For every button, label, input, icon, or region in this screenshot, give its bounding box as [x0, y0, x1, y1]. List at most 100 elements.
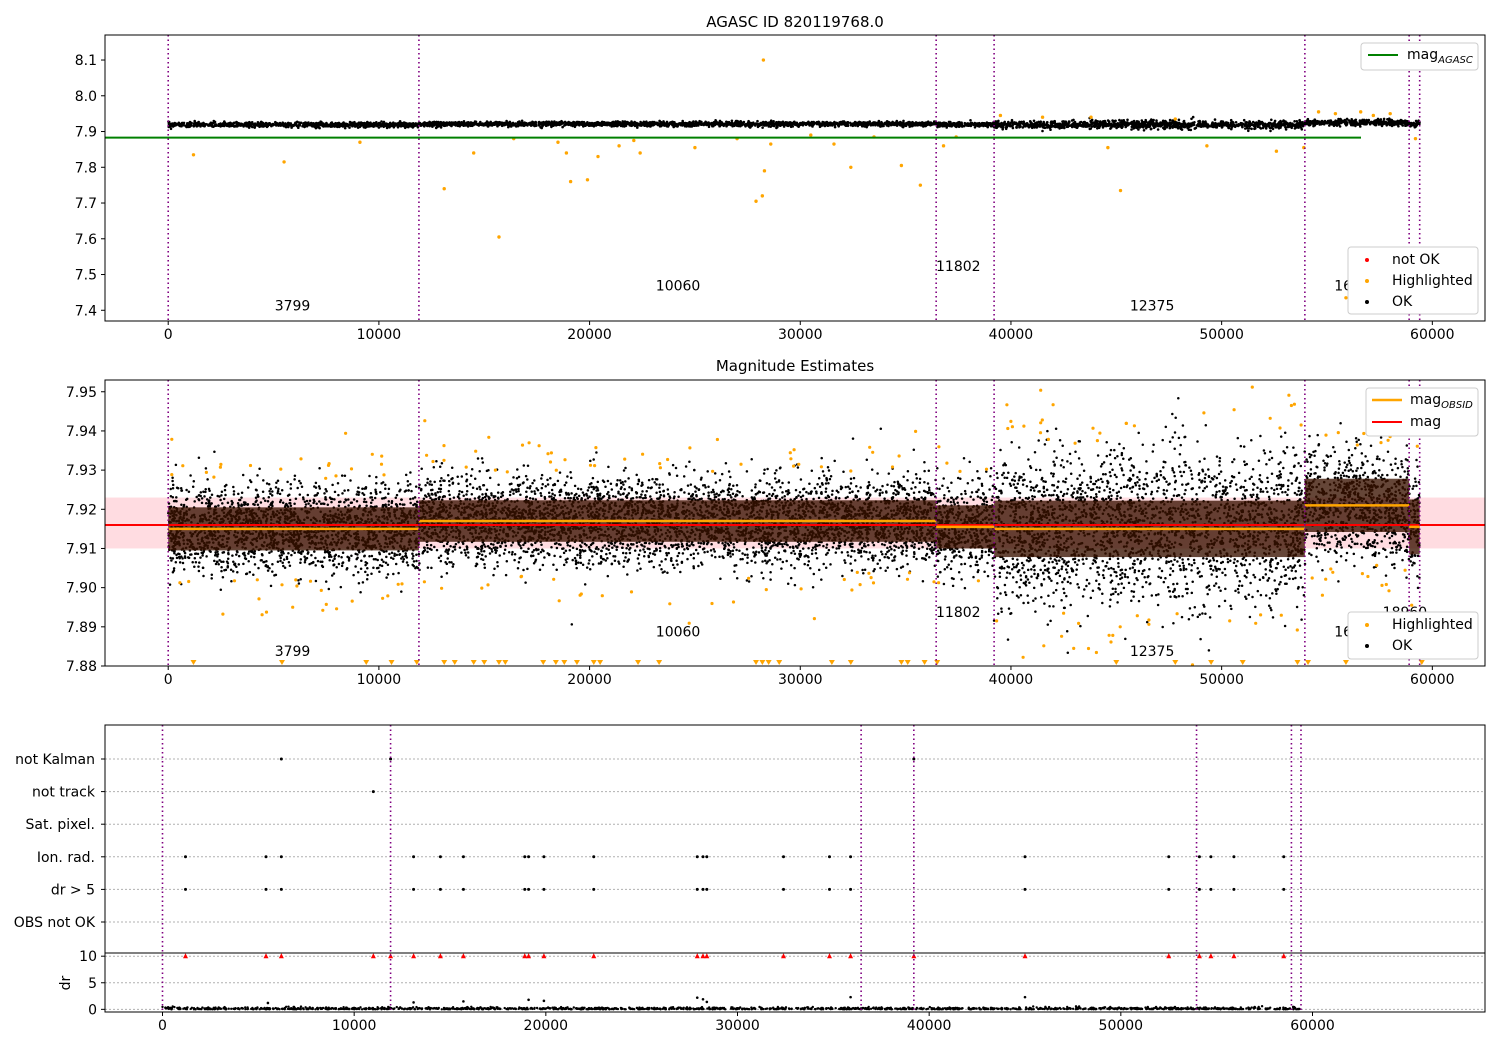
panel1-ok-point	[955, 125, 958, 129]
panel1-ok-point	[532, 122, 535, 126]
panel2-ok-point	[179, 487, 183, 490]
panel2-ok-point	[409, 501, 412, 505]
panel1-ok-point	[567, 120, 570, 124]
panel1-ok-point	[439, 122, 442, 126]
panel1-ok-point	[1221, 124, 1224, 127]
panel1-ok-point	[317, 122, 320, 126]
panel1-ok-point	[445, 121, 449, 124]
panel1-ok-point	[1168, 125, 1172, 129]
panel1-ok-point	[1010, 124, 1013, 128]
panel1-ok-point	[1122, 122, 1125, 126]
panel1-ok-point	[1061, 120, 1064, 123]
panel1-ok-point	[396, 125, 400, 129]
panel1-ok-point	[1316, 120, 1320, 123]
panel1-ok-point	[1214, 125, 1218, 129]
panel1-ok-point	[966, 122, 969, 126]
panel1-ok-point	[1070, 119, 1074, 122]
panel1-ok-point	[798, 123, 801, 126]
panel1-highlighted-point	[849, 165, 853, 169]
panel2-ok-point	[415, 500, 419, 503]
panel2-ok-point	[398, 552, 402, 556]
panel1-ok-point	[523, 121, 527, 125]
panel2-ok-point	[332, 572, 336, 575]
panel1-ok-point	[686, 122, 689, 125]
panel1-ok-point	[1242, 118, 1246, 122]
panel1-ok-point	[452, 122, 456, 125]
panel1-ok-point	[1053, 121, 1056, 125]
panel1-highlighted-point	[1118, 188, 1123, 193]
panel1-ok-point	[624, 124, 628, 128]
panel1-ok-point	[1361, 118, 1364, 122]
panel1-ok-point	[1250, 127, 1253, 131]
panel1-ok-point	[989, 124, 993, 128]
panel1-highlighted-point	[472, 151, 476, 155]
panel1-ok-point	[597, 121, 601, 125]
panel1-ok-point	[546, 121, 550, 125]
panel2-ok-point	[385, 576, 388, 579]
panel1-ok-point	[362, 125, 366, 128]
panel1-ok-points	[167, 115, 1421, 133]
panel1-ok-point	[905, 121, 909, 125]
panel1-highlighted-point	[497, 235, 501, 239]
panel1-ok-point	[645, 120, 648, 123]
panel1-ok-point	[691, 123, 694, 126]
panel1-ok-point	[1049, 121, 1053, 125]
panel1-ok-point	[1370, 120, 1373, 124]
panel1-ok-point	[291, 124, 295, 128]
panel1-x-tick-label: 50000	[1199, 327, 1244, 343]
panel1-ok-point	[324, 123, 327, 126]
panel1-ok-point	[1200, 123, 1203, 127]
panel1-highlighted-point	[1344, 296, 1348, 300]
panel2-ok-point	[378, 570, 381, 574]
panel1-ok-point	[1245, 121, 1248, 124]
panel1-ok-point	[1089, 120, 1093, 123]
panel1-highlighted-point	[638, 151, 642, 155]
panel1-ok-point	[208, 123, 212, 127]
panel1-ok-point	[1106, 119, 1110, 122]
panel1-ok-point	[1135, 125, 1138, 128]
panel1-ok-point	[911, 120, 914, 124]
panel1-ok-point	[293, 122, 297, 126]
panel2-ok-point	[194, 561, 198, 564]
panel1-ok-point	[1385, 121, 1388, 125]
panel1-ok-point	[1403, 119, 1407, 123]
panel1-ok-point	[659, 120, 663, 124]
panel1-ok-point	[1373, 123, 1377, 127]
panel1-ok-point	[528, 122, 532, 125]
panel1-ok-point	[202, 123, 205, 126]
panel1-ok-point	[1073, 120, 1077, 124]
panel1-ok-point	[1359, 120, 1362, 124]
panel2-ok-point	[197, 565, 200, 568]
panel2-ok-point	[175, 556, 179, 560]
panel1-ok-point	[869, 124, 873, 127]
panel1-x-tick-label: 60000	[1410, 327, 1455, 343]
panel1-ok-point	[634, 122, 637, 125]
panel1-highlighted-point	[568, 179, 573, 184]
panel1-ok-point	[1065, 125, 1069, 129]
panel1-ok-point	[973, 121, 977, 125]
panel1-ok-point	[1161, 119, 1165, 123]
panel1-ok-point	[1032, 125, 1036, 129]
panel1-ok-point	[807, 122, 810, 125]
panel1-highlighted-point	[1316, 110, 1321, 114]
panel1-ok-point	[192, 124, 196, 127]
panel1-ok-point	[1309, 122, 1313, 125]
panel1-ok-point	[414, 122, 418, 125]
panel1-ok-point	[1211, 122, 1214, 125]
panel1-ok-point	[363, 122, 366, 126]
panel1-ok-point	[235, 121, 239, 124]
panel1-ok-point	[1075, 124, 1078, 127]
panel1-highlighted-point	[1413, 136, 1418, 141]
panel1-ok-point	[534, 121, 537, 125]
panel1-ok-point	[600, 123, 604, 126]
panel2-ok-point	[171, 479, 174, 483]
panel1-ok-point	[520, 119, 524, 123]
panel1-ok-point	[671, 120, 674, 124]
panel1-highlighted-point	[1205, 144, 1209, 148]
panel2-ok-point	[386, 563, 390, 566]
panel1-ok-point	[811, 125, 814, 128]
panel1-ok-point	[516, 120, 520, 124]
panel2-ok-point	[191, 485, 195, 488]
panel1-ok-point	[227, 124, 230, 128]
panel1-ok-point	[647, 123, 650, 126]
